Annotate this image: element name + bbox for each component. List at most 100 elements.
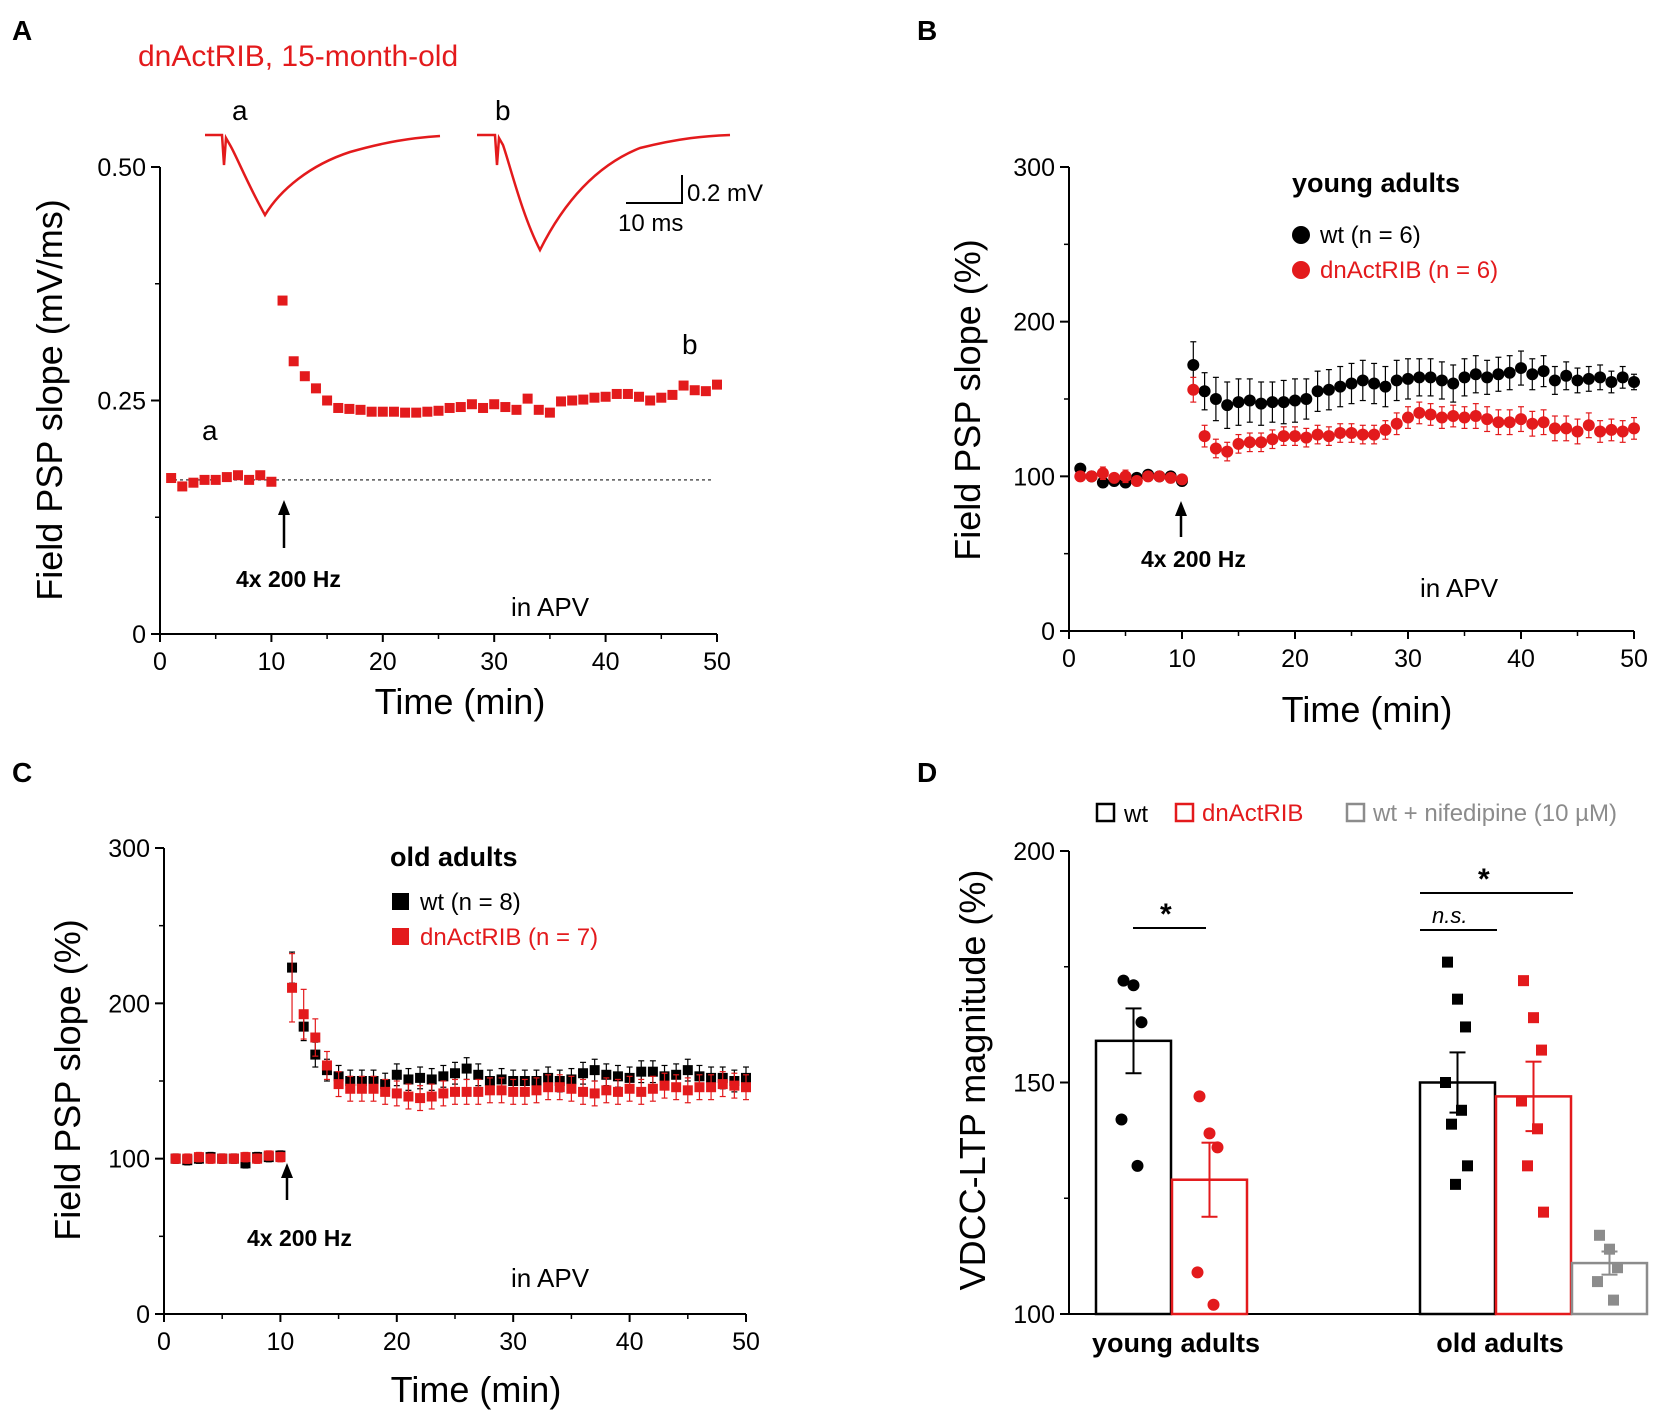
x-axis-label: Time (min) bbox=[375, 681, 546, 722]
data-point bbox=[656, 392, 667, 403]
data-point bbox=[461, 1063, 472, 1074]
data-point bbox=[322, 395, 333, 406]
data-point bbox=[1142, 470, 1155, 483]
panel-label-b: B bbox=[917, 15, 937, 46]
x-tick-label: 10 bbox=[1168, 645, 1196, 673]
panel-b-series bbox=[1074, 341, 1640, 489]
individual-point bbox=[1193, 1090, 1206, 1103]
data-point bbox=[333, 1079, 344, 1090]
data-point bbox=[166, 473, 177, 484]
data-point bbox=[589, 1065, 600, 1076]
data-point bbox=[1526, 368, 1539, 381]
individual-point bbox=[1191, 1266, 1204, 1279]
data-point bbox=[1402, 372, 1414, 385]
data-point bbox=[450, 1086, 460, 1097]
data-point bbox=[1616, 425, 1629, 438]
individual-point bbox=[1442, 956, 1453, 968]
panel-c: 0 10 20 30 40 50 0 100 200 300 Time (min) Field PSP… bbox=[47, 835, 760, 1410]
category-young: young adults bbox=[1092, 1328, 1260, 1358]
individual-point bbox=[1446, 1118, 1457, 1130]
data-point bbox=[1605, 423, 1618, 436]
data-point bbox=[1255, 436, 1268, 449]
data-point bbox=[682, 1085, 693, 1096]
data-point bbox=[1176, 473, 1188, 486]
data-point bbox=[1356, 428, 1369, 441]
panel-a-axes: 0 10 20 30 40 50 0 0.25 0.50 Time (min) Field PSP … bbox=[29, 154, 731, 722]
data-point bbox=[1322, 383, 1335, 396]
data-point bbox=[612, 1071, 623, 1082]
data-point bbox=[1560, 422, 1573, 435]
data-point bbox=[1390, 417, 1403, 430]
stim-label-b: 4x 200 Hz bbox=[1141, 546, 1246, 572]
data-point bbox=[1594, 425, 1607, 438]
data-point bbox=[1435, 374, 1448, 387]
legend-d-dn-label: dnActRIB bbox=[1202, 800, 1303, 827]
data-point bbox=[415, 1093, 426, 1104]
data-point bbox=[1074, 470, 1087, 483]
data-point bbox=[426, 1074, 437, 1085]
data-point bbox=[182, 1153, 193, 1164]
stim-label-a: 4x 200 Hz bbox=[236, 566, 341, 592]
y-tick-label: 0.50 bbox=[97, 154, 146, 182]
data-point bbox=[1277, 430, 1290, 443]
data-point bbox=[403, 1074, 414, 1085]
data-point bbox=[1582, 372, 1595, 385]
data-point bbox=[1413, 371, 1426, 384]
data-point bbox=[589, 1088, 600, 1099]
y-axis-label: VDCC-LTP magnitude (%) bbox=[952, 870, 993, 1291]
point-label-a: a bbox=[202, 415, 218, 446]
x-tick-label: 40 bbox=[1507, 645, 1535, 673]
individual-point bbox=[1608, 1294, 1619, 1306]
data-point bbox=[533, 404, 544, 415]
data-point bbox=[489, 399, 500, 410]
data-point bbox=[624, 1083, 635, 1094]
data-point bbox=[188, 477, 199, 488]
panel-label-a: A bbox=[12, 15, 32, 46]
individual-point bbox=[1127, 979, 1140, 992]
data-point bbox=[177, 481, 188, 492]
data-point bbox=[356, 1083, 367, 1094]
data-point bbox=[1571, 374, 1584, 387]
individual-point bbox=[1532, 1123, 1543, 1135]
data-point bbox=[1469, 410, 1482, 423]
data-point bbox=[438, 1088, 449, 1099]
panel-label-c: C bbox=[12, 757, 32, 788]
trace-a bbox=[205, 133, 441, 218]
scale-bar bbox=[626, 175, 683, 204]
panel-c-series bbox=[170, 951, 751, 1169]
data-point bbox=[1266, 433, 1279, 446]
data-point bbox=[1108, 471, 1121, 484]
bar bbox=[1418, 1081, 1497, 1316]
data-point bbox=[522, 393, 533, 404]
x-tick-label: 40 bbox=[592, 648, 620, 676]
stim-arrow-b bbox=[1175, 501, 1187, 537]
data-point bbox=[659, 1080, 670, 1091]
data-point bbox=[1628, 375, 1640, 388]
data-point bbox=[228, 1153, 239, 1164]
data-point bbox=[193, 1152, 204, 1163]
data-point bbox=[1243, 436, 1256, 449]
data-point bbox=[1435, 411, 1448, 424]
data-point bbox=[1515, 362, 1527, 375]
y-tick-label: 100 bbox=[1013, 1301, 1055, 1329]
individual-point bbox=[1131, 1159, 1144, 1172]
data-point bbox=[473, 1086, 484, 1097]
x-tick-label: 0 bbox=[157, 1328, 171, 1356]
individual-point bbox=[1594, 1229, 1605, 1241]
data-point bbox=[1628, 422, 1640, 435]
data-point bbox=[252, 1153, 263, 1164]
data-point bbox=[244, 474, 255, 485]
data-point bbox=[240, 1152, 251, 1163]
data-point bbox=[217, 1153, 228, 1164]
panel-b: 0 10 20 30 40 50 0 100 200 300 Time (min) Field PSP… bbox=[947, 154, 1648, 730]
individual-point bbox=[1450, 1178, 1461, 1190]
data-point bbox=[717, 1079, 728, 1090]
data-point bbox=[1266, 396, 1279, 409]
data-point bbox=[1379, 423, 1392, 436]
x-tick-label: 10 bbox=[266, 1328, 294, 1356]
individual-point bbox=[1516, 1095, 1527, 1107]
panel-label-d: D bbox=[917, 757, 937, 788]
individual-point bbox=[1592, 1276, 1603, 1288]
data-point bbox=[1221, 399, 1234, 412]
